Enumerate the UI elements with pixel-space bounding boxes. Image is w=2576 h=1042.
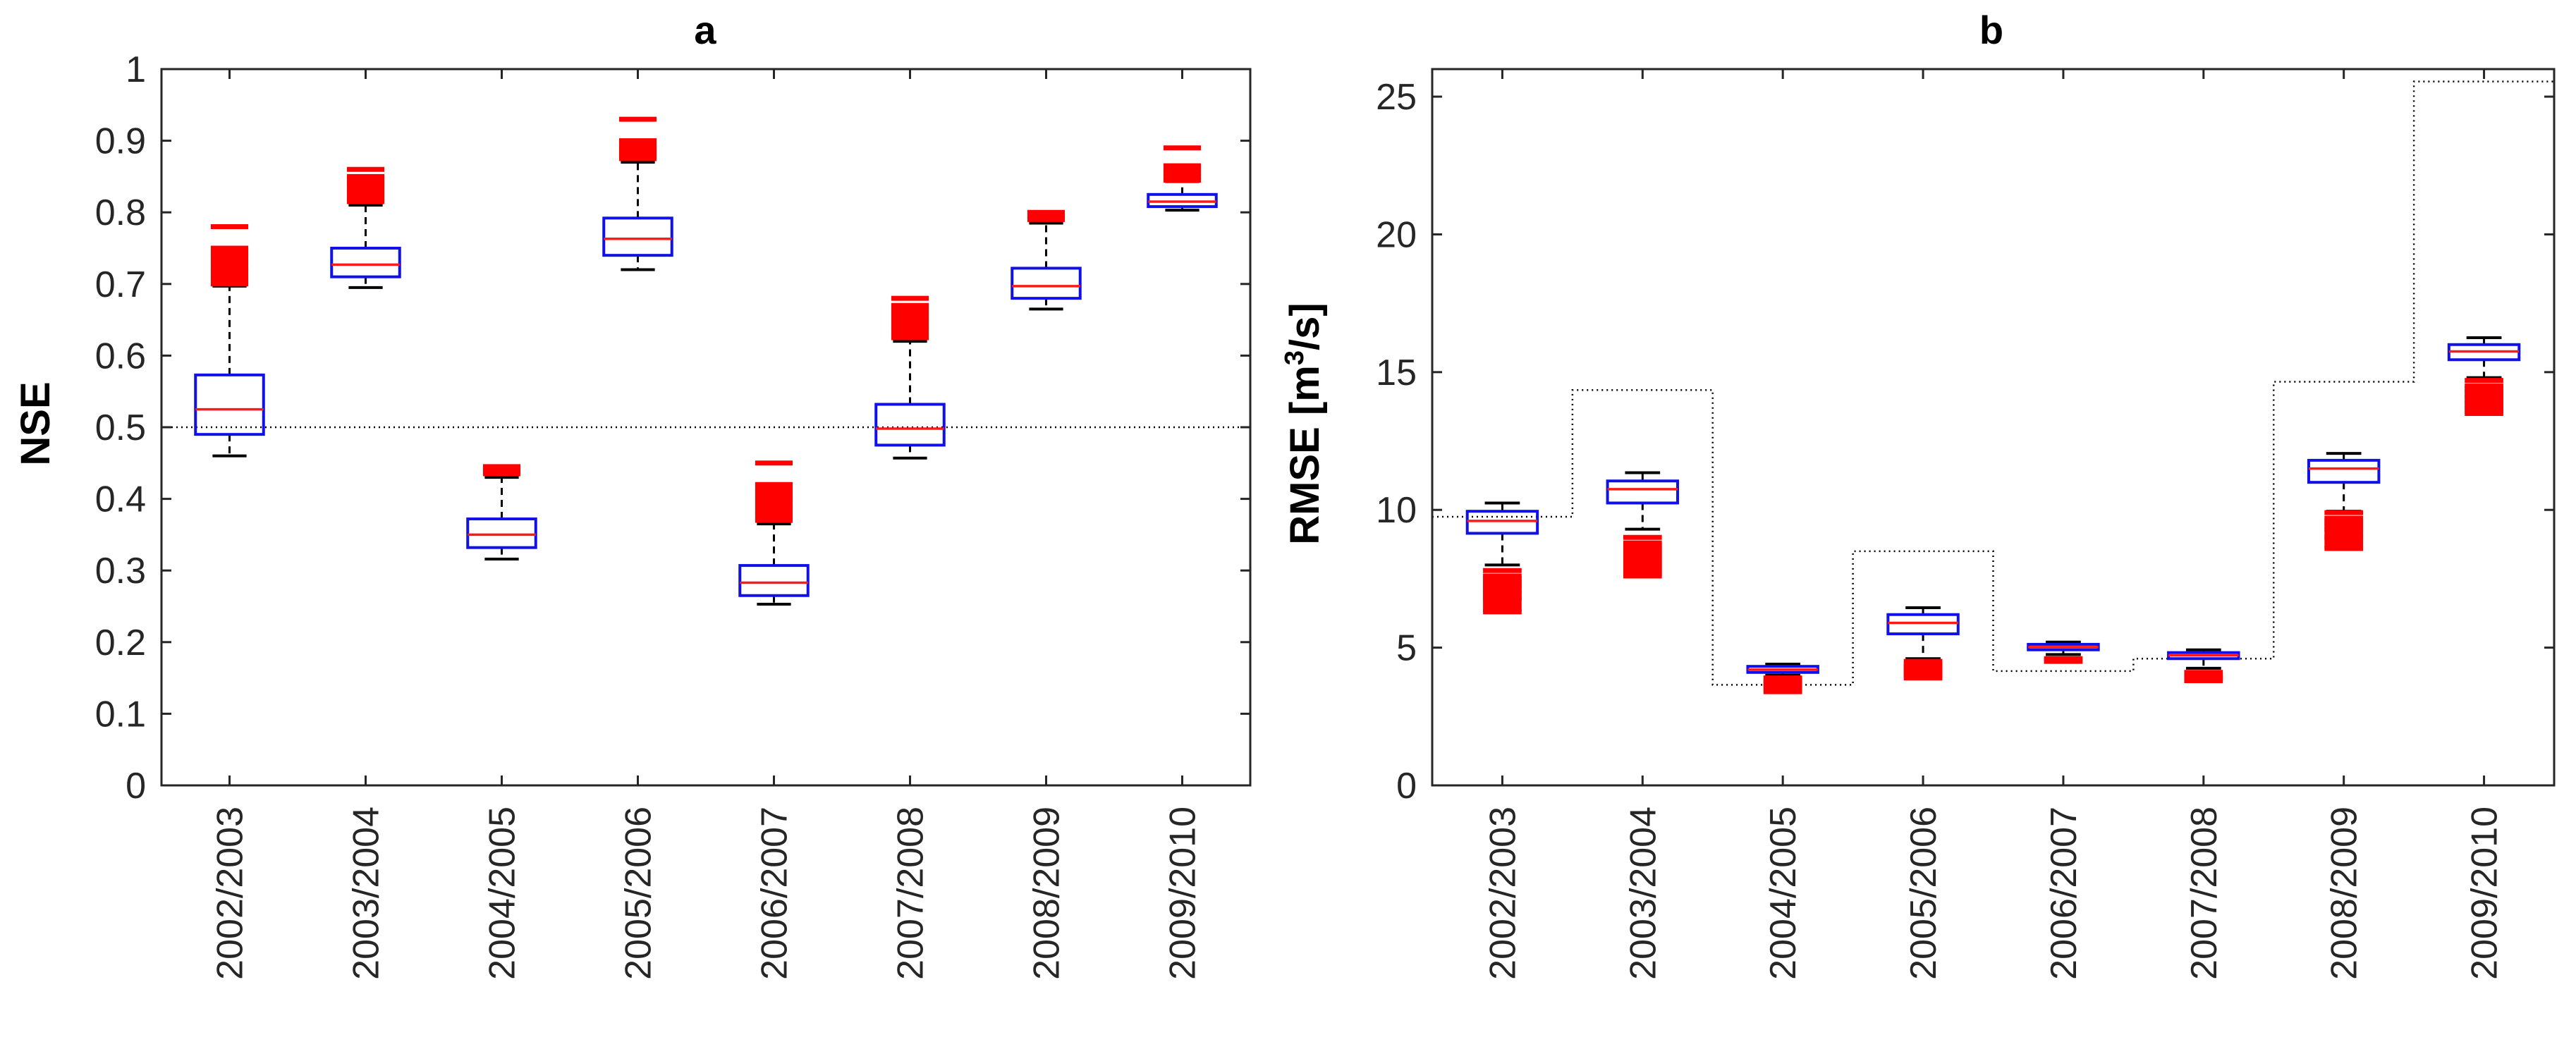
panel-b-y-axis-label: RMSE [m3/s] [1280,302,1328,544]
outlier-cluster [1163,166,1202,180]
panel-b-y-tick-label: 25 [1376,77,1417,118]
panel-a-x-tick-label: 2008/2009 [1027,807,1068,980]
panel-b-y-axis-label-main: RMSE [m [1282,365,1328,545]
panel-b-y-tick-label: 15 [1376,353,1417,393]
panel-a-y-tick-label: 0.6 [95,336,146,376]
panel-b-y-axis-label-tail: /s] [1282,302,1328,350]
panel-b-x-tick-label: 2004/2005 [1763,807,1804,980]
panel-a-box-6 [1011,209,1082,311]
panel-a: a NSE 0 0.1 0.2 0.3 0.4 0.5 0.6 0.7 0.8 0.9 1 2002/… [13,8,1252,980]
box-iqr [1465,510,1539,535]
box-iqr [1606,479,1680,505]
panel-b-x-tick-label: 2006/2007 [2044,807,2084,980]
panel-a-box-2 [466,464,537,560]
panel-a-y-tick-label: 0.7 [95,264,146,305]
panel-b-x-tick-label: 2007/2008 [2184,807,2225,980]
panel-a-box-5 [874,295,946,460]
panel-a-box-0 [194,224,265,458]
panel-b-box-1 [1606,471,1680,579]
panel-b-reference-step-line [1432,80,2554,686]
panel-a-y-tick-label: 0.3 [95,551,146,592]
panel-b-box-5 [2167,648,2240,684]
panel-b-x-tick-label: 2003/2004 [1623,807,1664,980]
panel-b-title: b [1979,8,2003,52]
panel-a-x-tick-label: 2007/2008 [891,807,932,980]
panel-a-x-tick-label: 2003/2004 [346,807,387,980]
outlier-cluster [210,248,249,284]
outlier-cluster [618,140,657,159]
panel-b-x-tick-label: 2009/2010 [2465,807,2505,980]
outlier-cluster [1027,216,1066,220]
box-iqr [2307,458,2381,484]
box-iqr [602,216,673,257]
panel-a-x-tick-label: 2009/2010 [1163,807,1204,980]
panel-a-y-tick-label: 0.8 [95,192,146,233]
outlier-cluster [482,470,521,474]
panel-a-y-axis-label: NSE [13,381,59,465]
outlier-cluster [1623,543,1662,577]
panel-b-axes-frame [1431,68,2556,787]
outlier-cluster [2324,517,2364,548]
panel-a-y-tick-label: 0.2 [95,623,146,663]
panel-a-y-tick-label: 0.1 [95,694,146,735]
box-iqr [466,517,537,549]
panel-b-y-tick-label: 20 [1376,214,1417,255]
panel-a-plot-area: 0 0.1 0.2 0.3 0.4 0.5 0.6 0.7 0.8 0.9 1 2002/2003 20… [95,49,1252,980]
box-iqr [1886,613,1960,636]
outlier-cluster [891,305,929,338]
panel-a-y-tick-label: 0.5 [95,407,146,448]
panel-a-x-tick-label: 2005/2006 [618,807,659,980]
panel-b-y-axis-label-sup: 3 [1280,350,1310,365]
panel-b-y-tick-label: 0 [1396,766,1417,807]
panel-a-x-tick-label: 2004/2005 [482,807,523,980]
panel-b-plot-area: 0 5 10 15 20 25 2002/2003 2003/2004 2004/2005 200… [1376,68,2556,980]
panel-a-y-tick-label: 0.4 [95,479,146,520]
panel-a-box-3 [602,116,673,271]
panel-a-y-tick-label: 1 [126,49,146,90]
panel-b-box-3 [1886,606,1960,681]
outlier-cluster [1903,664,1943,678]
box-iqr [1011,266,1082,300]
panel-b-box-7 [2447,336,2521,416]
panel-a-y-tick-label: 0 [126,766,146,807]
box-iqr [330,247,401,278]
panel-a-box-1 [330,166,401,289]
panel-a-x-tick-label: 2002/2003 [210,807,251,980]
outlier-cluster [2184,675,2223,681]
panel-a-box-4 [738,460,810,606]
box-iqr [194,373,265,436]
panel-b-y-tick-label: 10 [1376,490,1417,531]
panel-b-x-tick-label: 2005/2006 [1903,807,1944,980]
box-iqr [738,564,810,597]
outlier-cluster [2465,386,2503,414]
panel-b-y-tick-label: 5 [1396,628,1417,669]
panel-b-box-2 [1746,663,1819,694]
outlier-cluster [346,176,385,202]
box-iqr [874,403,946,447]
panel-b-box-0 [1465,501,1539,615]
panel-b-x-tick-label: 2002/2003 [1482,807,1523,980]
panel-b-box-4 [2027,640,2100,664]
panel-a-x-tick-label: 2006/2007 [755,807,795,980]
panel-b-x-tick-label: 2008/2009 [2324,807,2365,980]
panel-a-box-7 [1147,145,1218,212]
panel-a-y-tick-label: 0.9 [95,121,146,162]
panel-b: b RMSE [m3/s] 0 5 10 15 20 25 2002/2003 2003/20… [1280,8,2556,980]
outlier-cluster [1483,576,1522,612]
outlier-cluster [755,484,793,521]
panel-b-box-6 [2307,452,2381,551]
outlier-cluster [1763,680,1802,692]
panel-a-title: a [694,8,716,52]
